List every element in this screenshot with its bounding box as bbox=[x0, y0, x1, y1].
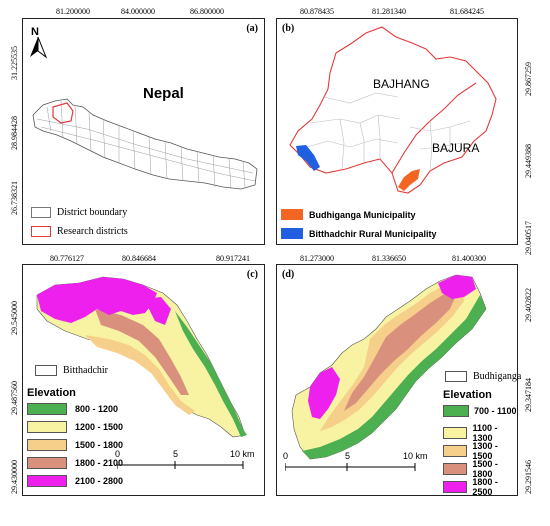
legend-label-district: District boundary bbox=[57, 207, 128, 218]
panel-b-right-tick-2: 29.449388 bbox=[524, 144, 533, 178]
panel-d-right-tick-2: 29.347184 bbox=[524, 378, 533, 412]
bitthadchir-elevation-map bbox=[36, 276, 247, 438]
legend-district-boundary: District boundary bbox=[31, 207, 127, 218]
panel-d-elev-swatch-4 bbox=[443, 463, 468, 475]
panel-c-elev-class-1: 800 - 1200 bbox=[27, 403, 118, 415]
panel-c-left-tick-3: 29.430000 bbox=[10, 460, 19, 494]
panel-d-elev-class-5: 1800 - 2500 bbox=[443, 477, 517, 497]
panel-a-top-tick-1: 81.200000 bbox=[56, 7, 90, 16]
panel-c-elev-label-5: 2100 - 2800 bbox=[75, 476, 124, 486]
panel-c-elev-swatch-3 bbox=[27, 439, 67, 451]
panel-d-elev-label-4: 1500 - 1800 bbox=[472, 459, 498, 479]
panel-d-elev-label-5: 1800 - 2500 bbox=[472, 477, 498, 497]
panel-c-label: (c) bbox=[246, 269, 258, 280]
panel-b-top-tick-2: 81.281340 bbox=[372, 7, 406, 16]
panel-d-right-tick-1: 29.402822 bbox=[524, 288, 533, 322]
bitthadchir-name-box: Bitthadchir bbox=[35, 365, 108, 376]
panel-c-scale-10: 10 km bbox=[230, 449, 255, 459]
panel-a-top-tick-2: 84.000000 bbox=[121, 7, 155, 16]
panel-b-label: (b) bbox=[282, 23, 295, 34]
panel-c-elev-swatch-5 bbox=[27, 475, 67, 487]
panel-c-bitthadchir-elevation: (c) Bitthadchir Elevation 800 - 1200 120… bbox=[22, 264, 265, 496]
panel-b-districts-map: (b) BAJHANG BAJURA Budhiganga Municipali… bbox=[276, 18, 518, 245]
panel-d-elev-class-1: 700 - 1100 bbox=[443, 405, 517, 417]
panel-a-left-tick-1: 31.225535 bbox=[10, 46, 19, 80]
panel-d-top-tick-2: 81.336650 bbox=[372, 254, 406, 263]
panel-d-scale-10: 10 km bbox=[403, 451, 428, 461]
panel-d-label: (d) bbox=[282, 269, 295, 280]
panel-d-scale-bar bbox=[285, 463, 416, 471]
panel-c-elev-label-4: 1800 - 2100 bbox=[75, 458, 124, 468]
panel-d-elev-class-4: 1500 - 1800 bbox=[443, 459, 517, 479]
panel-b-top-tick-1: 80.878435 bbox=[300, 7, 334, 16]
panel-b-top-tick-3: 81.684245 bbox=[450, 7, 484, 16]
panel-c-elev-label-1: 800 - 1200 bbox=[75, 404, 119, 414]
panel-d-elev-class-2: 1100 - 1300 bbox=[443, 423, 517, 443]
panel-d-scale-5: 5 bbox=[345, 451, 351, 461]
svg-text:N: N bbox=[31, 26, 39, 38]
panel-a-left-tick-3: 26.738321 bbox=[10, 181, 19, 215]
bitthadchir-name-label: Bitthadchir bbox=[63, 365, 108, 376]
panel-c-left-tick-2: 29.487560 bbox=[10, 381, 19, 415]
panel-c-elev-label-2: 1200 - 1500 bbox=[75, 422, 124, 432]
bajhang-label: BAJHANG bbox=[373, 77, 430, 91]
panel-c-elev-class-3: 1500 - 1800 bbox=[27, 439, 123, 451]
panel-c-top-tick-3: 80.917241 bbox=[216, 254, 250, 263]
panel-d-top-tick-3: 81.400300 bbox=[452, 254, 486, 263]
panel-c-top-tick-2: 80.846684 bbox=[122, 254, 156, 263]
panel-d-elev-swatch-1 bbox=[443, 405, 469, 417]
panel-c-top-tick-1: 80.776127 bbox=[50, 254, 84, 263]
legend-research-districts: Research districts bbox=[31, 226, 128, 237]
panel-d-elevation-title: Elevation bbox=[443, 389, 492, 401]
budhiganga-name-label: Budhiganga bbox=[473, 371, 522, 382]
panel-d-right-tick-3: 29.291546 bbox=[524, 460, 533, 494]
legend-bitthadchir: Bitthadchir Rural Municipality bbox=[281, 228, 437, 239]
panel-d-elev-label-3: 1300 - 1500 bbox=[472, 441, 498, 461]
panel-c-elev-label-3: 1500 - 1800 bbox=[75, 440, 124, 450]
panel-c-elevation-title: Elevation bbox=[27, 387, 76, 399]
panel-c-elev-class-5: 2100 - 2800 bbox=[27, 475, 123, 487]
panel-a-label: (a) bbox=[246, 23, 258, 34]
panel-c-elev-class-2: 1200 - 1500 bbox=[27, 421, 123, 433]
budhiganga-name-box: Budhiganga bbox=[445, 371, 521, 382]
legend-label-budhiganga: Budhiganga Municipality bbox=[309, 209, 416, 220]
budhiganga-elevation-map bbox=[291, 274, 487, 460]
nepal-district-map bbox=[32, 98, 258, 190]
panel-c-elev-swatch-4 bbox=[27, 457, 67, 469]
panel-c-left-tick-1: 29.545000 bbox=[10, 301, 19, 335]
legend-swatch-district bbox=[31, 207, 51, 218]
panel-d-elev-swatch-2 bbox=[443, 427, 468, 439]
panel-a-left-tick-2: 28.984428 bbox=[10, 116, 19, 150]
panel-b-right-tick-3: 29.040517 bbox=[524, 221, 533, 255]
panel-d-elev-swatch-3 bbox=[443, 445, 468, 457]
legend-label-bitthadchir: Bitthadchir Rural Municipality bbox=[309, 228, 437, 239]
panel-d-elev-label-2: 1100 - 1300 bbox=[472, 423, 498, 443]
panel-d-elev-swatch-5 bbox=[443, 481, 468, 493]
panel-d-elev-label-1: 700 - 1100 bbox=[474, 406, 517, 416]
panel-a-top-tick-3: 86.800000 bbox=[190, 7, 224, 16]
legend-swatch-research bbox=[31, 226, 51, 237]
legend-budhiganga: Budhiganga Municipality bbox=[281, 209, 416, 220]
legend-swatch-budhiganga bbox=[281, 209, 303, 220]
north-arrow-icon: N bbox=[30, 26, 48, 59]
legend-label-research: Research districts bbox=[57, 226, 128, 237]
panel-c-elev-swatch-1 bbox=[27, 403, 67, 415]
panel-d-budhiganga-elevation: (d) Budhiganga Elevation 700 - 1100 1100… bbox=[276, 264, 521, 497]
panel-d-top-tick-1: 81.273000 bbox=[300, 254, 334, 263]
panel-c-scale-0: 0 bbox=[115, 449, 121, 459]
panel-a-nepal-map: (a) Nepal N District boundary Research d… bbox=[22, 18, 265, 245]
bitthadchir-name-swatch bbox=[35, 365, 57, 376]
legend-swatch-bitthadchir bbox=[281, 228, 303, 239]
panel-b-right-tick-1: 29.867259 bbox=[524, 62, 533, 96]
panel-c-elev-swatch-2 bbox=[27, 421, 67, 433]
panel-c-elev-class-4: 1800 - 2100 bbox=[27, 457, 123, 469]
panel-d-elev-class-3: 1300 - 1500 bbox=[443, 441, 517, 461]
nepal-label: Nepal bbox=[143, 85, 184, 102]
panel-c-scale-5: 5 bbox=[173, 449, 179, 459]
bajura-label: BAJURA bbox=[432, 141, 480, 155]
budhiganga-name-swatch bbox=[445, 371, 467, 382]
panel-d-scale-0: 0 bbox=[283, 451, 289, 461]
panel-c-scale-bar bbox=[117, 461, 244, 469]
bajhang-bajura-map bbox=[289, 26, 497, 194]
